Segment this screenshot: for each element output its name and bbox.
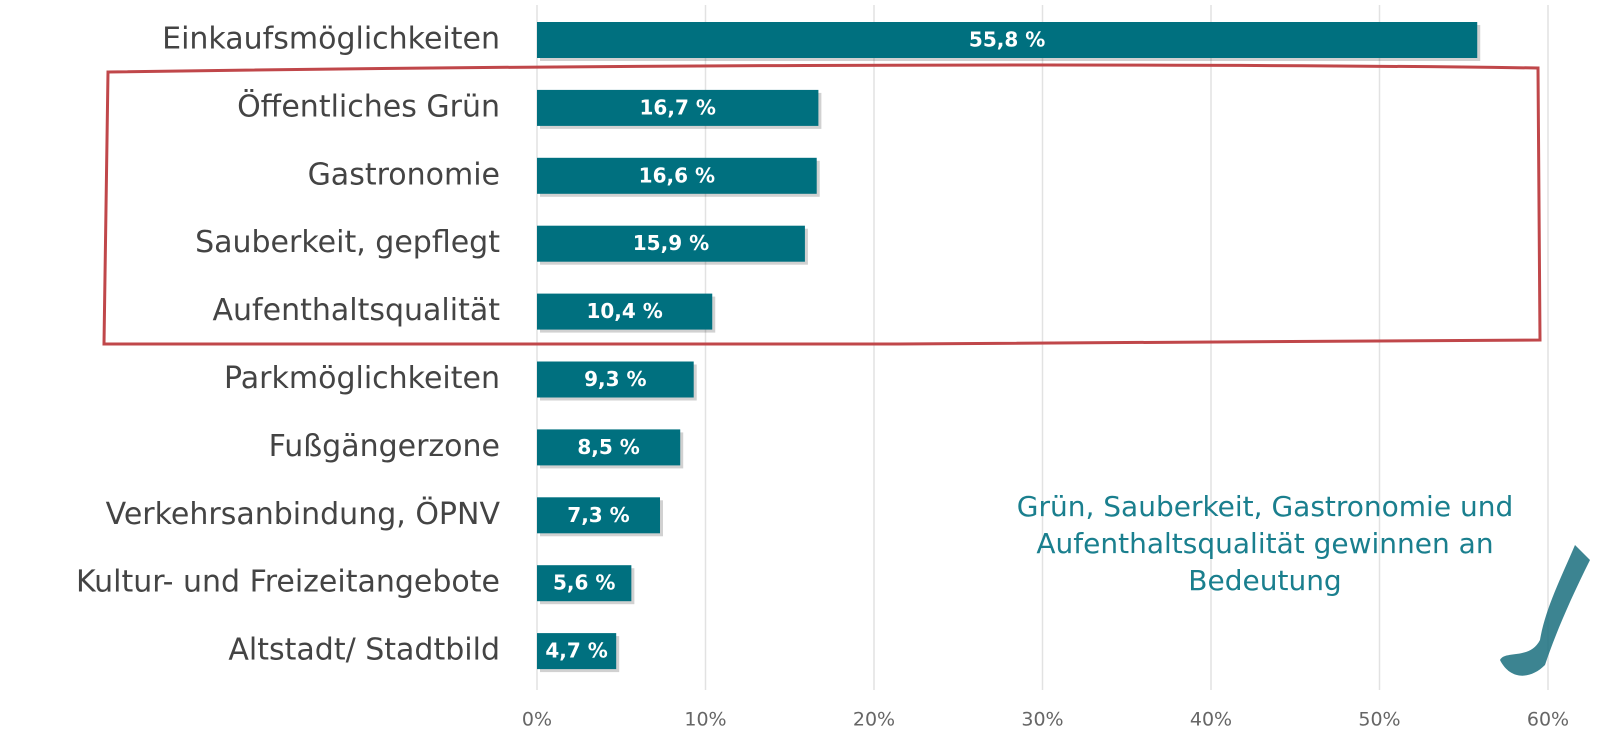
x-tick-label: 10% <box>684 709 726 731</box>
value-label: 15,9 % <box>633 231 709 255</box>
x-tick-label: 40% <box>1190 709 1232 731</box>
category-label: Parkmöglichkeiten <box>224 361 500 396</box>
x-tick-label: 30% <box>1021 709 1063 731</box>
value-label: 8,5 % <box>577 435 639 459</box>
category-label: Verkehrsanbindung, ÖPNV <box>106 496 501 532</box>
value-label: 16,6 % <box>639 163 715 187</box>
category-label: Kultur- und Freizeitangebote <box>76 565 500 600</box>
bar <box>537 22 1478 58</box>
value-label: 7,3 % <box>567 503 629 527</box>
value-label: 55,8 % <box>969 28 1045 52</box>
annotation: Aufenthaltsqualität gewinnen an <box>1036 527 1493 560</box>
bar <box>537 429 681 466</box>
category-label: Altstadt/ Stadtbild <box>228 633 500 668</box>
value-label: 4,7 % <box>545 639 607 663</box>
value-label: 5,6 % <box>553 571 615 595</box>
bar <box>537 89 819 126</box>
bar <box>537 565 632 602</box>
x-tick-label: 50% <box>1358 709 1400 731</box>
bar <box>537 633 617 670</box>
bar <box>537 293 713 330</box>
bar <box>537 361 694 398</box>
value-label: 16,7 % <box>640 95 716 119</box>
bar <box>537 497 661 534</box>
x-tick-label: 60% <box>1527 709 1569 731</box>
value-label: 9,3 % <box>584 367 646 391</box>
category-label: Gastronomie <box>308 157 500 192</box>
bar <box>537 157 817 194</box>
bar <box>537 225 805 262</box>
category-label: Sauberkeit, gepflegt <box>195 225 500 260</box>
brush-decoration <box>1500 545 1590 676</box>
annotation: Bedeutung <box>1188 564 1341 597</box>
x-tick-label: 20% <box>853 709 895 731</box>
highlight-box <box>102 63 1542 347</box>
annotation: Grün, Sauberkeit, Gastronomie und <box>1017 490 1513 523</box>
category-label: Fußgängerzone <box>269 429 500 464</box>
x-tick-label: 0% <box>522 709 552 731</box>
category-label: Aufenthaltsqualität <box>213 293 501 328</box>
category-label: Öffentliches Grün <box>237 88 500 124</box>
value-label: 10,4 % <box>586 299 662 323</box>
category-label: Einkaufsmöglichkeiten <box>162 22 500 57</box>
